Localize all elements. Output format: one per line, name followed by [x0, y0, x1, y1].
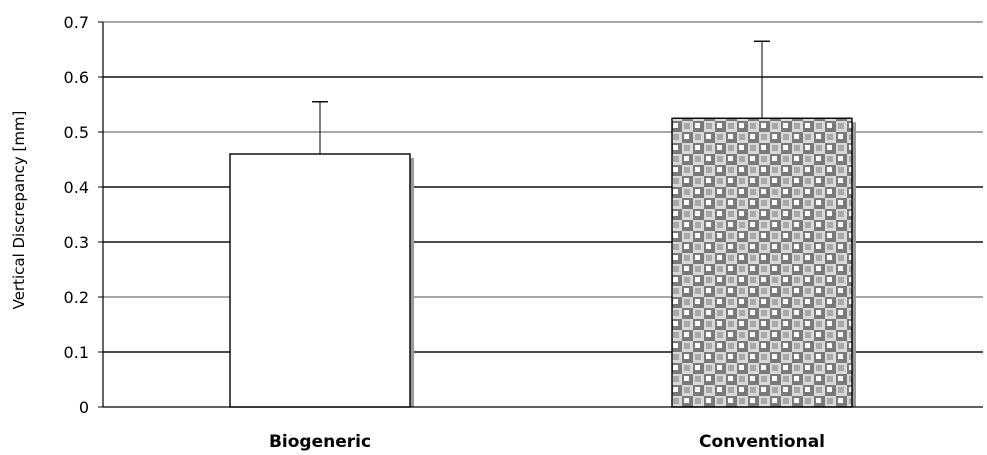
labels: 0 0.1 0.2 0.3 0.4 0.5 0.6 0.7 Biogeneric Conventi… [64, 13, 825, 452]
y-tick-label: 0.1 [64, 343, 89, 362]
x-category-label: Conventional [699, 432, 825, 452]
y-tick-label: 0.2 [64, 288, 89, 307]
y-tick-label: 0 [79, 398, 89, 417]
axes [98, 21, 983, 408]
x-category-label: Biogeneric [269, 432, 371, 452]
y-tick-label: 0.4 [64, 178, 89, 197]
y-tick-label: 0.7 [64, 13, 89, 32]
y-axis-title: Vertical Discrepancy [mm] [10, 111, 28, 310]
bar-biogeneric [229, 153, 411, 408]
y-tick-label: 0.6 [64, 68, 89, 87]
bar-conventional [671, 117, 853, 408]
y-tick-label: 0.5 [64, 123, 89, 142]
y-tick-label: 0.3 [64, 233, 89, 252]
bars [229, 40, 856, 408]
